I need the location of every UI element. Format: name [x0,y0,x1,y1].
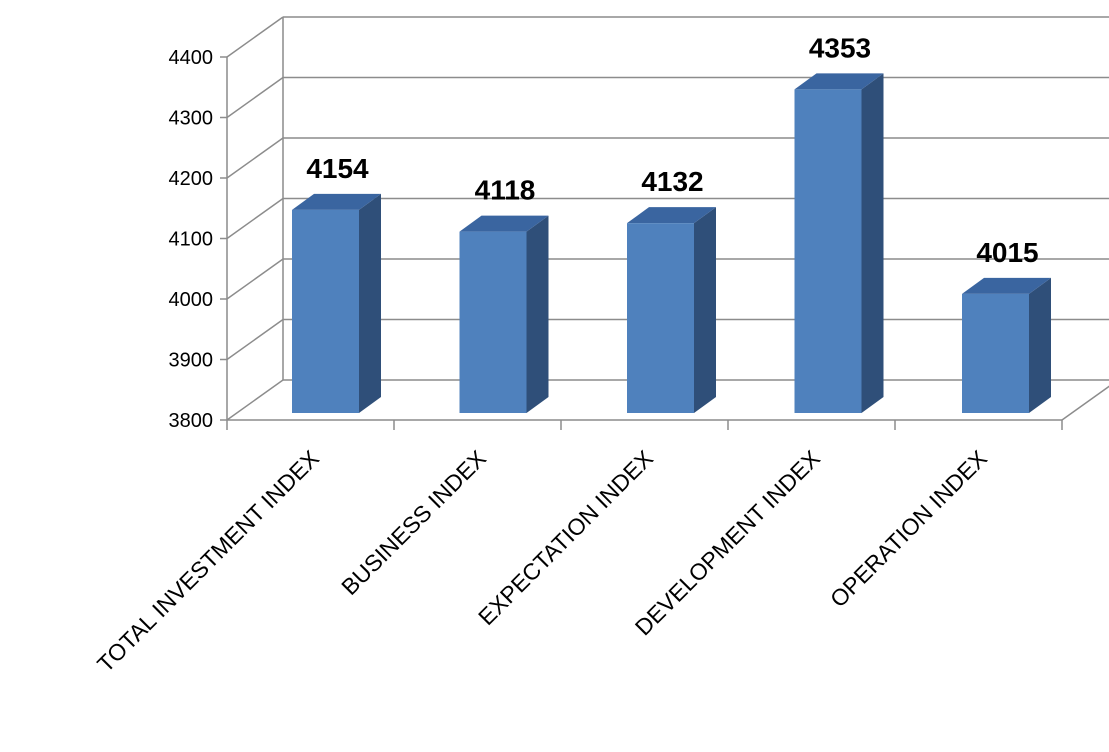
y-tick-label: 4200 [169,168,214,190]
gridline-diagonal [226,258,284,300]
bar [459,215,549,413]
bar-side [526,215,549,413]
floor-right-edge [1061,385,1109,421]
y-tick-label: 4100 [169,229,214,251]
bar-front [459,231,527,413]
x-category-label: TOTAL INVESTMENT INDEX [92,445,324,677]
bar-side [1029,277,1051,413]
bar-top [292,193,381,210]
data-labels: 4154 4118 4132 4353 4015 [306,32,1038,267]
x-category-label: EXPECTATION INDEX [473,445,658,630]
x-category-label: BUSINESS INDEX [336,445,491,600]
gridline-diagonal [226,76,284,119]
gridline-diagonal [226,379,284,421]
bar-side [694,207,716,413]
data-label: 4353 [809,32,871,63]
bar [292,193,381,413]
bar-front [962,293,1029,413]
y-axis: 3800 3900 4000 4100 4200 4300 4400 [169,47,228,432]
data-label: 4118 [475,175,536,206]
gridline-diagonal [226,137,284,179]
y-tick-label: 3900 [169,350,214,372]
bar-top [627,207,716,224]
bar-side [861,73,884,413]
bars [292,73,1051,413]
bar-front [292,209,359,413]
bar [962,277,1051,413]
y-tick-label: 4000 [169,289,214,311]
gridline-diagonal [226,16,284,58]
x-axis: TOTAL INVESTMENT INDEX BUSINESS INDEXEXPE… [92,385,1109,677]
data-label: 4015 [976,237,1038,268]
bar-top [459,215,549,232]
bar [794,73,884,413]
data-label: 4132 [641,166,703,197]
bar [627,207,716,413]
bar-front [794,89,862,413]
x-category-label: OPERATION INDEX [825,445,992,612]
bar-top [794,73,884,90]
bar-side [359,193,381,413]
bar-top [962,277,1051,294]
gridline-diagonal [226,318,284,361]
y-tick-label: 3800 [169,410,214,432]
y-tick-label: 4300 [169,108,214,130]
y-tick-label: 4400 [169,47,214,69]
gridline-diagonal [226,197,284,240]
bar-front [627,223,694,413]
x-category-label: DEVELOPMENT INDEX [630,445,825,640]
data-label: 4154 [306,153,369,184]
